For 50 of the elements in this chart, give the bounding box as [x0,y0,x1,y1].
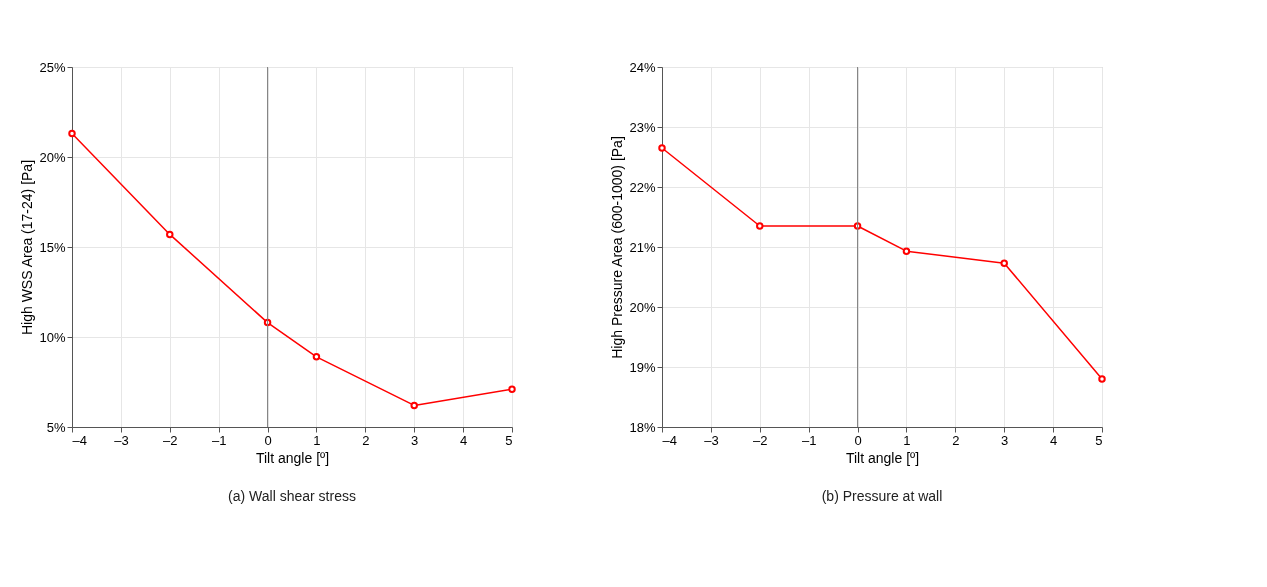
x-tick-label: –1 [801,432,817,448]
y-tick-label: 5% [46,419,66,435]
y-tick-label: 20% [629,299,656,315]
x-tick-label: –4 [662,432,677,448]
x-tick-label: 5 [1095,432,1103,448]
y-tick-label: 21% [629,239,656,255]
point [756,222,764,230]
y-tick-label: 22% [629,179,656,195]
y-tick-label: 23% [629,119,656,135]
x-tick-label: 4 [1049,432,1058,448]
x-tick-label: –2 [753,432,768,448]
x-axis-title: Tilt angle [º] [255,449,330,466]
point [1098,375,1106,383]
x-tick-label: 0 [264,432,272,448]
point [1000,259,1008,267]
x-tick-label: –2 [163,432,178,448]
point [853,222,862,230]
y-axis-title: High WSS Area (17-24) [Pa] [19,159,36,336]
y-tick-label: 24% [629,59,656,75]
x-tick-label: –1 [211,432,227,448]
x-tick-label: 4 [459,432,468,448]
text: (a) Wall shear stress [228,488,356,504]
x-tick-label: –3 [704,432,719,448]
y-tick-label: 10% [39,329,66,345]
x-tick-label: 0 [854,432,862,448]
y-tick-label: 20% [39,149,66,165]
y-tick-label: 15% [39,239,66,255]
x-tick-label: 2 [362,432,370,448]
point [902,247,911,255]
x-tick-label: –3 [114,432,129,448]
point [68,129,76,138]
point [508,385,516,393]
point [410,401,418,410]
point [312,353,321,361]
y-axis-title: High Pressure Area (600-1000) [Pa] [609,136,626,359]
y-tick-label: 18% [629,419,656,435]
x-tick-label: –4 [72,432,87,448]
x-tick-label: 1 [903,432,911,448]
point [658,144,666,152]
point [166,230,174,239]
x-axis-title: Tilt angle [º] [845,449,920,466]
x-tick-label: 3 [411,432,419,448]
y-tick-label: 25% [39,59,66,75]
x-tick-label: 2 [952,432,960,448]
x-tick-label: 1 [313,432,321,448]
text: (b) Pressure at wall [821,488,943,504]
point [263,318,272,327]
x-tick-label: 3 [1001,432,1009,448]
y-tick-label: 19% [629,359,656,375]
x-tick-label: 5 [505,432,513,448]
